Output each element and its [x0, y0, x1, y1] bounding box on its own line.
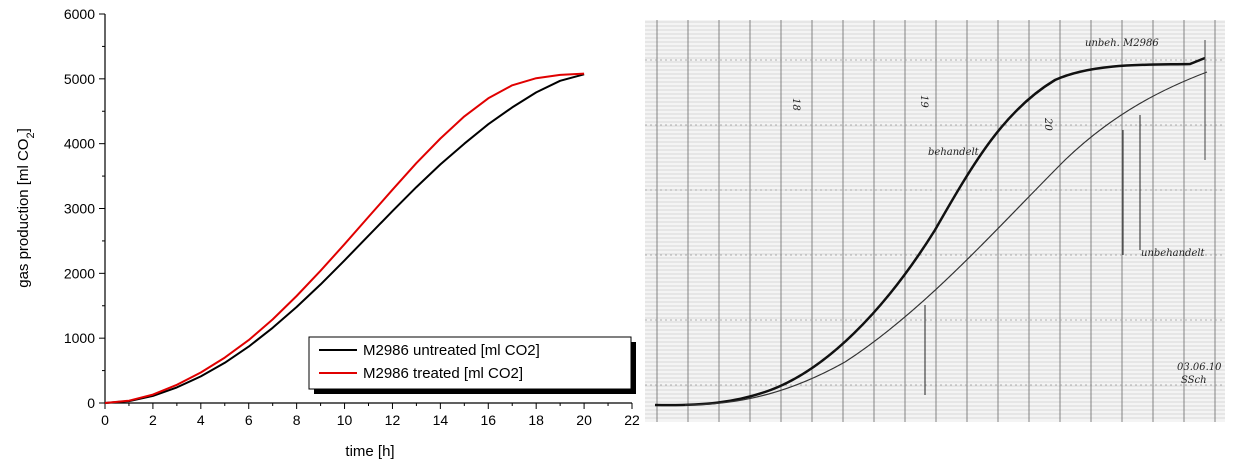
y-tick-label: 3000 [64, 201, 95, 217]
scanned-recorder-chart: 18 19 20 unbeh. M2986 behandelt unbehand… [645, 20, 1225, 422]
legend: M2986 untreated [ml CO2] M2986 treated [… [308, 336, 636, 394]
axes: 0 2 4 6 8 10 12 14 16 18 20 22 0 1000 2000 3000 4000 5000… [64, 6, 640, 428]
legend-box [308, 336, 632, 390]
scan-initials: SSch [1181, 375, 1207, 386]
x-tick-label: 12 [385, 412, 401, 428]
line-chart: 0 2 4 6 8 10 12 14 16 18 20 22 0 1000 2000 3000 4000 5000… [15, 6, 640, 460]
scan-trace-untreated [684, 71, 1208, 406]
series-lines [104, 72, 585, 404]
x-tick-label: 0 [101, 412, 109, 428]
y-tick-label: 1000 [64, 330, 95, 346]
y-tick-label: 4000 [64, 136, 95, 152]
y-tick-label: 0 [87, 395, 95, 411]
x-tick-label: 22 [624, 412, 640, 428]
series-line-treated [104, 72, 585, 404]
scan-trace-treated [654, 56, 1206, 407]
scan-paper [645, 20, 1225, 422]
x-tick-label: 16 [480, 412, 496, 428]
scan-hour-18: 18 [790, 98, 801, 111]
scan-grid [645, 20, 1225, 422]
y-tick-label: 5000 [64, 71, 95, 87]
x-axis-title: time [h] [345, 443, 394, 460]
y-tick-label: 2000 [64, 265, 95, 281]
x-tick-label: 10 [337, 412, 353, 428]
x-tick-label: 8 [293, 412, 301, 428]
x-tick-label: 6 [245, 412, 253, 428]
y-axis-title: gas production [ml CO2] [15, 128, 37, 288]
scan-header-note: unbeh. M2986 [1085, 38, 1159, 49]
scan-hour-19: 19 [918, 95, 929, 108]
legend-label-treated: M2986 treated [ml CO2] [363, 365, 523, 382]
legend-label-untreated: M2986 untreated [ml CO2] [363, 342, 540, 359]
scan-hour-20: 20 [1042, 117, 1053, 131]
scan-date-note: 03.06.10 [1177, 362, 1222, 373]
y-tick-label: 6000 [64, 6, 95, 22]
x-tick-label: 18 [528, 412, 544, 428]
x-tick-label: 14 [433, 412, 449, 428]
x-tick-label: 4 [197, 412, 205, 428]
x-tick-label: 20 [576, 412, 592, 428]
series-line-untreated [104, 73, 585, 404]
scan-label-treated: behandelt [928, 147, 980, 158]
x-tick-label: 2 [149, 412, 157, 428]
scan-label-untreated: unbehandelt [1141, 248, 1206, 259]
